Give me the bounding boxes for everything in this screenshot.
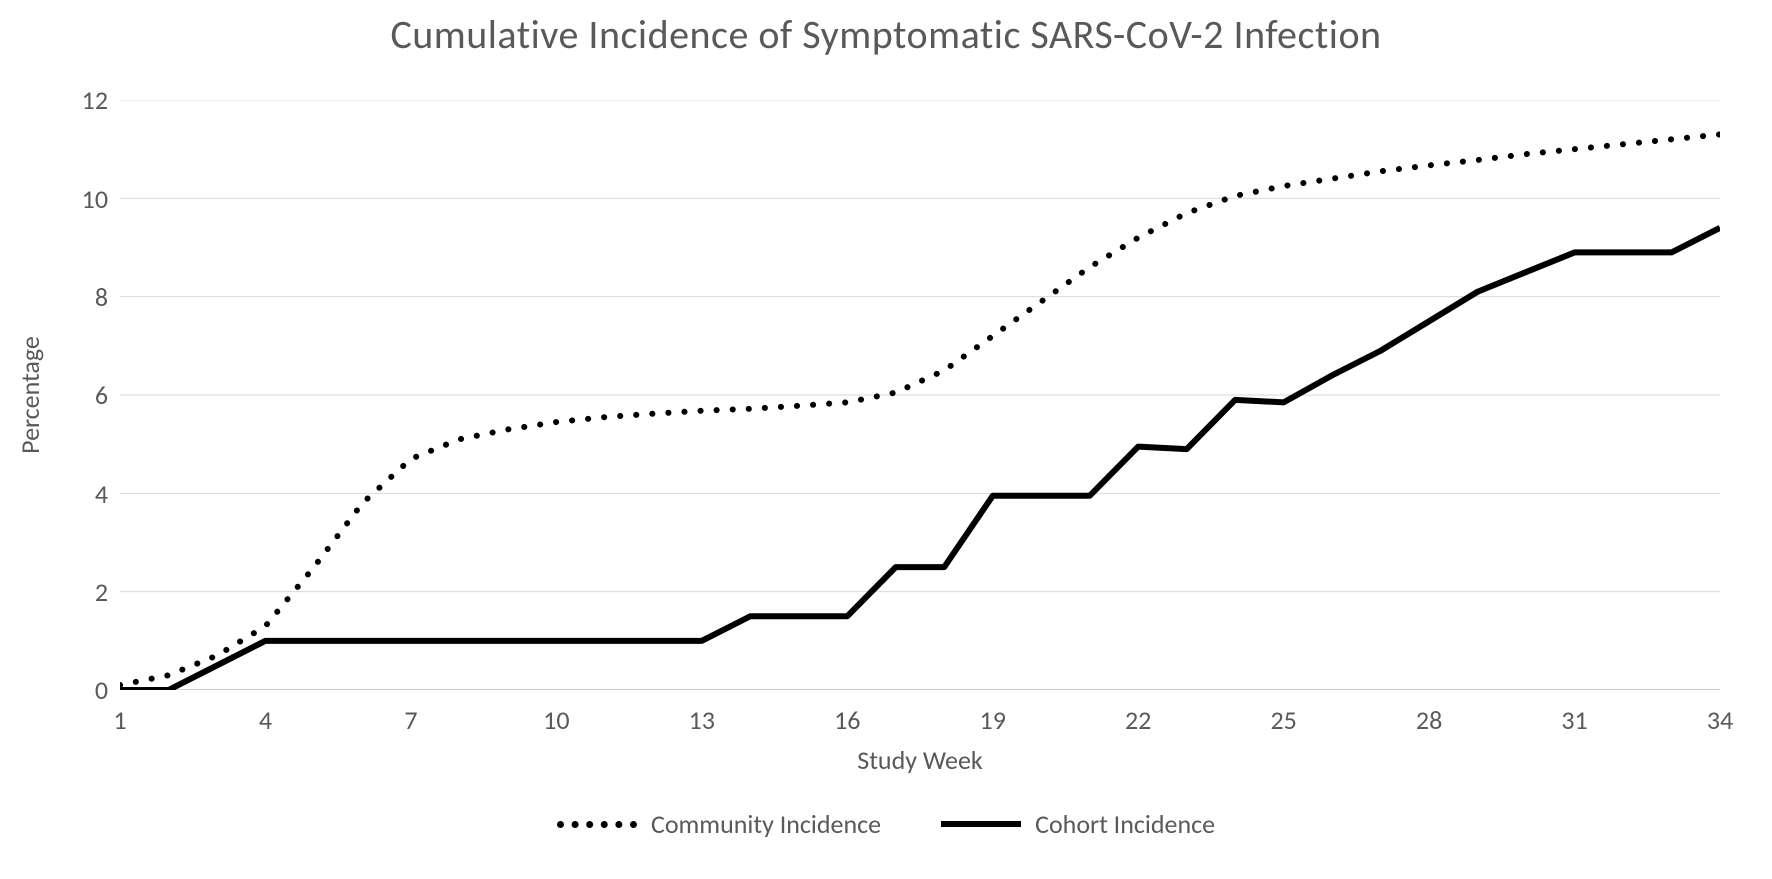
x-tick-label: 34	[1690, 704, 1750, 736]
x-tick-label: 25	[1254, 704, 1314, 736]
chart-container: Cumulative Incidence of Symptomatic SARS…	[0, 0, 1772, 879]
x-tick-label: 31	[1545, 704, 1605, 736]
x-tick-label: 4	[235, 704, 295, 736]
plot-area	[120, 100, 1720, 690]
y-tick-label: 10	[82, 183, 108, 215]
x-tick-label: 1	[90, 704, 150, 736]
x-tick-label: 19	[963, 704, 1023, 736]
y-tick-label: 12	[82, 84, 108, 116]
x-tick-label: 7	[381, 704, 441, 736]
plot-svg	[120, 100, 1720, 690]
legend-line-sample	[557, 821, 637, 828]
x-tick-label: 13	[672, 704, 732, 736]
legend-line-sample	[941, 821, 1021, 827]
x-tick-label: 22	[1108, 704, 1168, 736]
legend-label: Community Incidence	[651, 808, 881, 840]
y-tick-label: 6	[95, 379, 108, 411]
y-tick-label: 0	[95, 674, 108, 706]
legend-item: Community Incidence	[557, 808, 881, 840]
chart-title: Cumulative Incidence of Symptomatic SARS…	[0, 10, 1772, 59]
legend-label: Cohort Incidence	[1035, 808, 1215, 840]
y-tick-label: 4	[95, 478, 108, 510]
legend-item: Cohort Incidence	[941, 808, 1215, 840]
x-tick-label: 16	[817, 704, 877, 736]
x-tick-label: 28	[1399, 704, 1459, 736]
y-axis-label: Percentage	[14, 100, 46, 690]
legend: Community Incidence Cohort Incidence	[0, 808, 1772, 840]
series-line-0	[120, 134, 1720, 685]
x-tick-label: 10	[526, 704, 586, 736]
x-axis-label: Study Week	[120, 744, 1720, 776]
y-tick-label: 2	[95, 576, 108, 608]
y-tick-label: 8	[95, 281, 108, 313]
